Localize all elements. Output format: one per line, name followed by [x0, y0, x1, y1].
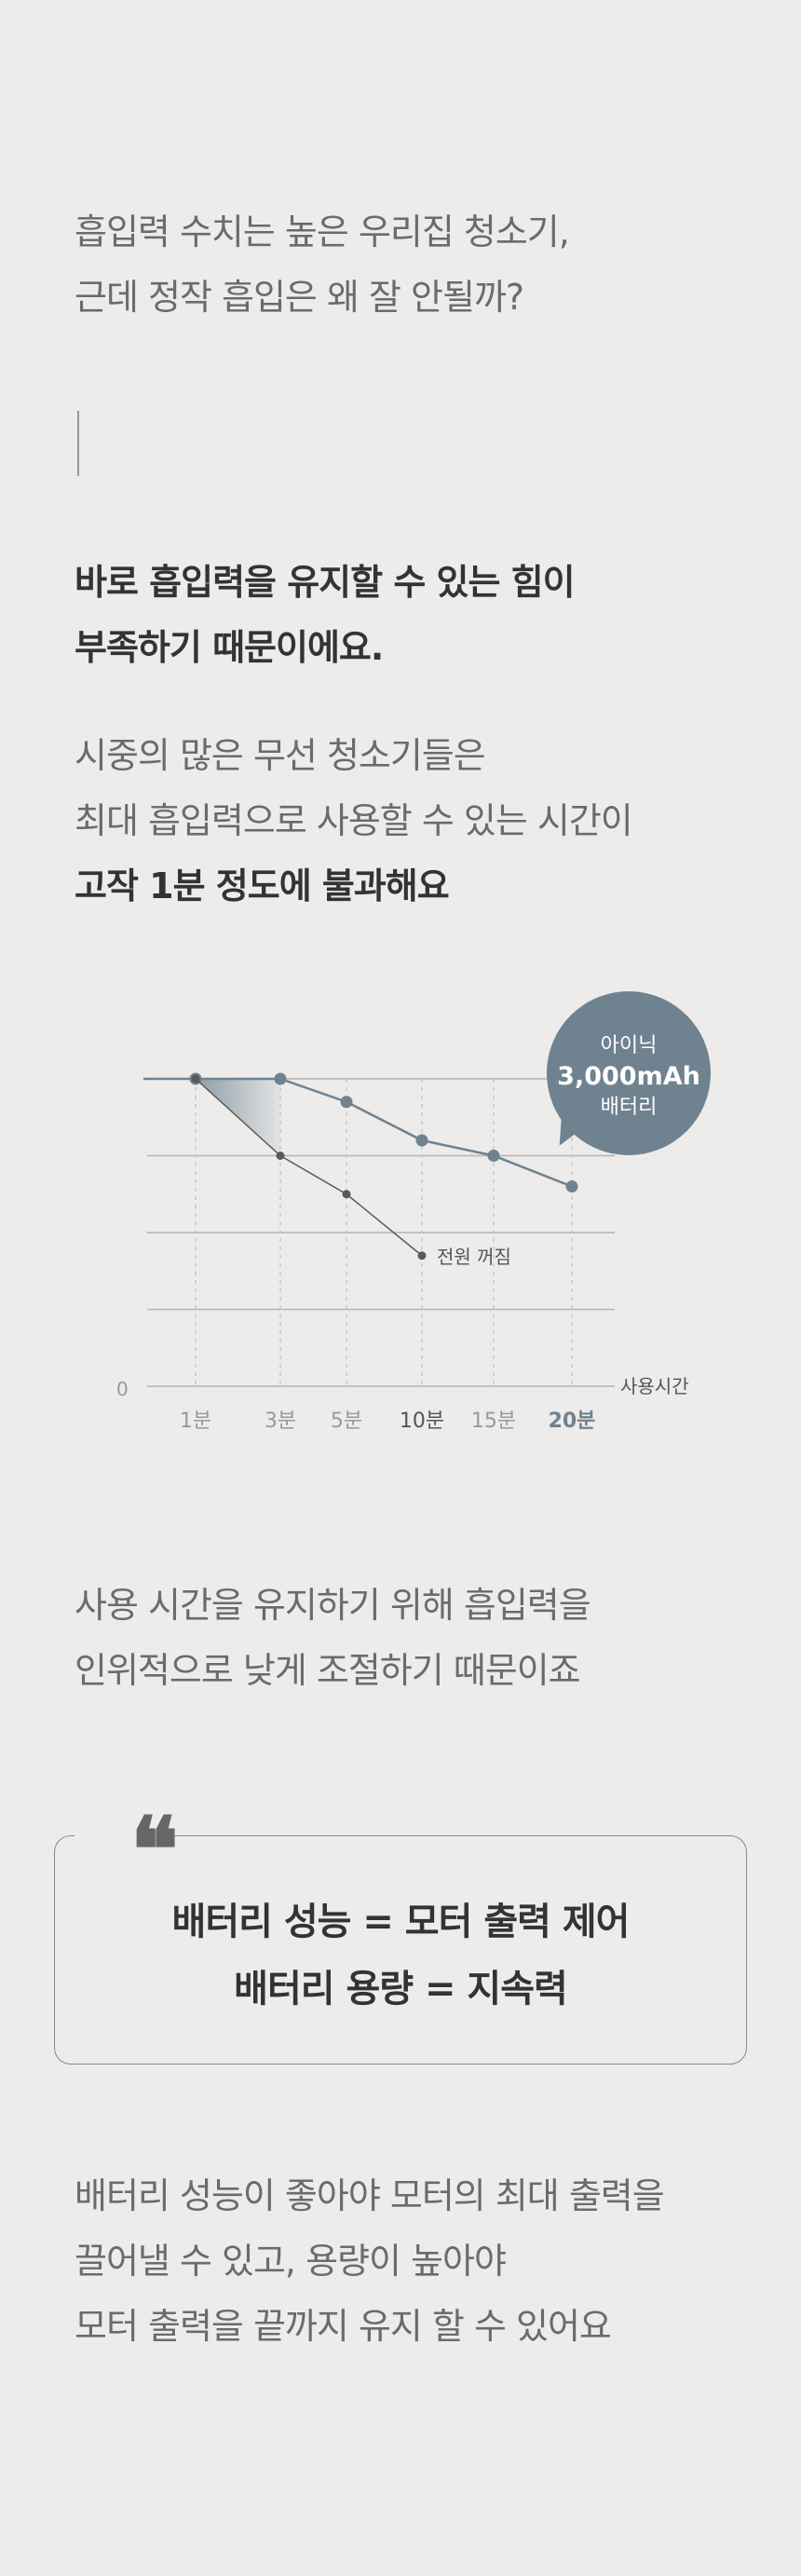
reason-line-1: 바로 흡입력을 유지할 수 있는 힘이 [75, 562, 576, 603]
reason-text: 바로 흡입력을 유지할 수 있는 힘이 부족하기 때문이에요. [75, 550, 576, 680]
x-tick-label: 15분 [471, 1410, 516, 1433]
battery-chart: 전원 꺼짐 0 사용시간 1분 3분 5분 10분 15분 20분 아이닉 3,000mAh 배… [93, 978, 726, 1463]
chart-svg: 전원 꺼짐 0 사용시간 1분 3분 5분 10분 15분 20분 [116, 1072, 689, 1433]
x-tick-label: 1분 [180, 1410, 211, 1433]
reason-line-2: 부족하기 때문이에요. [75, 627, 384, 668]
intro-line-2: 근데 정작 흡입은 왜 잘 안될까? [75, 277, 524, 318]
callout-line-3: 배터리 [600, 1096, 658, 1119]
data-point-aionic [565, 1180, 578, 1193]
x-tick-label: 3분 [265, 1410, 296, 1433]
x-tick-label: 20분 [549, 1410, 596, 1433]
power-off-annotation: 전원 꺼짐 [437, 1246, 511, 1268]
closing-line-1: 배터리 성능이 좋아야 모터의 최대 출력을 [75, 2175, 665, 2216]
vertical-divider [77, 411, 79, 476]
x-axis-label: 사용시간 [620, 1375, 689, 1397]
intro-text: 흡입력 수치는 높은 우리집 청소기, 근데 정작 흡입은 왜 잘 안될까? [75, 199, 570, 330]
quote-line-1: 배터리 성능 = 모터 출력 제어 [171, 1901, 631, 1943]
quote-line-2: 배터리 용량 = 지속력 [234, 1968, 568, 2010]
market-line-2: 최대 흡입력으로 사용할 수 있는 시간이 [75, 800, 633, 841]
callout-line-1: 아이닉 [600, 1034, 658, 1057]
closing-line-3: 모터 출력을 끝까지 유지 할 수 있어요 [75, 2306, 612, 2347]
series-line-aionic [143, 1077, 573, 1188]
usage-text: 사용 시간을 유지하기 위해 흡입력을 인위적으로 낮게 조절하기 때문이죠 [75, 1573, 591, 1703]
usage-line-1: 사용 시간을 유지하기 위해 흡입력을 [75, 1585, 591, 1626]
data-point-aionic [487, 1150, 500, 1162]
intro-line-1: 흡입력 수치는 높은 우리집 청소기, [75, 211, 570, 252]
quote-mark-icon: ❝ [75, 1798, 179, 1895]
x-tick-label: 5분 [331, 1410, 362, 1433]
data-point-aionic [274, 1072, 287, 1085]
data-point-aionic [340, 1096, 353, 1109]
closing-line-2: 끌어낼 수 있고, 용량이 높아야 [75, 2241, 507, 2282]
x-tick-label: 10분 [400, 1410, 444, 1433]
data-point-competitor [417, 1251, 427, 1261]
series-line-competitor [195, 1078, 423, 1257]
closing-text: 배터리 성능이 좋아야 모터의 최대 출력을 끌어낼 수 있고, 용량이 높아야… [75, 2163, 665, 2359]
quote-box [54, 1835, 747, 2065]
usage-line-2: 인위적으로 낮게 조절하기 때문이죠 [75, 1650, 581, 1691]
callout-line-2: 3,000mAh [557, 1062, 700, 1091]
data-point-competitor [276, 1152, 285, 1160]
y-zero-label: 0 [116, 1378, 129, 1400]
battery-callout: 아이닉 3,000mAh 배터리 [547, 991, 711, 1155]
data-point-competitor [342, 1190, 351, 1199]
market-line-1: 시중의 많은 무선 청소기들은 [75, 735, 486, 776]
data-point-competitor [191, 1074, 200, 1084]
data-point-aionic [415, 1134, 428, 1147]
market-text: 시중의 많은 무선 청소기들은 최대 흡입력으로 사용할 수 있는 시간이 고작… [75, 723, 633, 919]
market-line-3: 고작 1분 정도에 불과해요 [75, 865, 450, 906]
